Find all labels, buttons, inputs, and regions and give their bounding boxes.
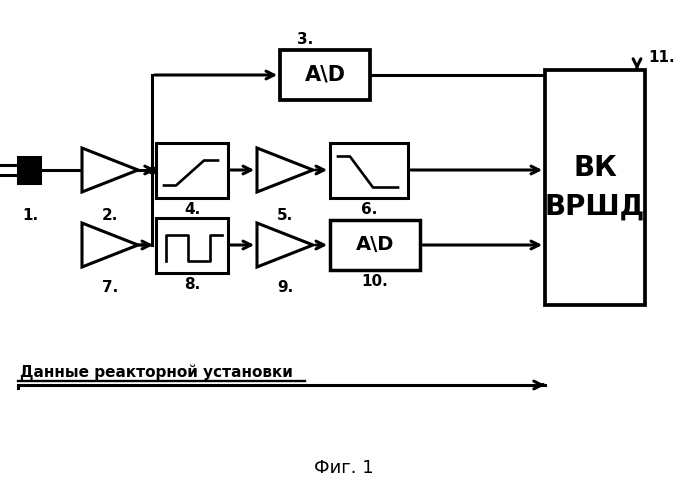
Text: 4.: 4. xyxy=(184,202,200,217)
Text: 7.: 7. xyxy=(102,280,118,294)
Text: ВК
ВРШД: ВК ВРШД xyxy=(545,154,645,221)
Text: A\D: A\D xyxy=(356,236,394,255)
Text: 11.: 11. xyxy=(648,50,675,66)
Bar xyxy=(330,142,408,198)
Bar xyxy=(545,70,645,305)
Text: 5.: 5. xyxy=(277,208,293,222)
Text: 2.: 2. xyxy=(102,208,118,222)
Bar xyxy=(156,218,228,272)
Text: 3.: 3. xyxy=(297,32,313,48)
Text: A\D: A\D xyxy=(305,65,345,85)
Bar xyxy=(330,220,420,270)
Polygon shape xyxy=(82,223,138,267)
Text: 10.: 10. xyxy=(362,274,388,289)
Polygon shape xyxy=(257,223,313,267)
Text: 6.: 6. xyxy=(361,202,377,217)
Bar xyxy=(156,142,228,198)
Text: Данные реакторной установки: Данные реакторной установки xyxy=(20,364,293,380)
Text: Фиг. 1: Фиг. 1 xyxy=(314,459,374,477)
Text: 8.: 8. xyxy=(184,277,200,292)
Bar xyxy=(18,157,40,183)
Polygon shape xyxy=(82,148,138,192)
Text: 9.: 9. xyxy=(277,280,293,294)
Bar xyxy=(280,50,370,100)
Polygon shape xyxy=(257,148,313,192)
Text: 1.: 1. xyxy=(22,208,38,222)
